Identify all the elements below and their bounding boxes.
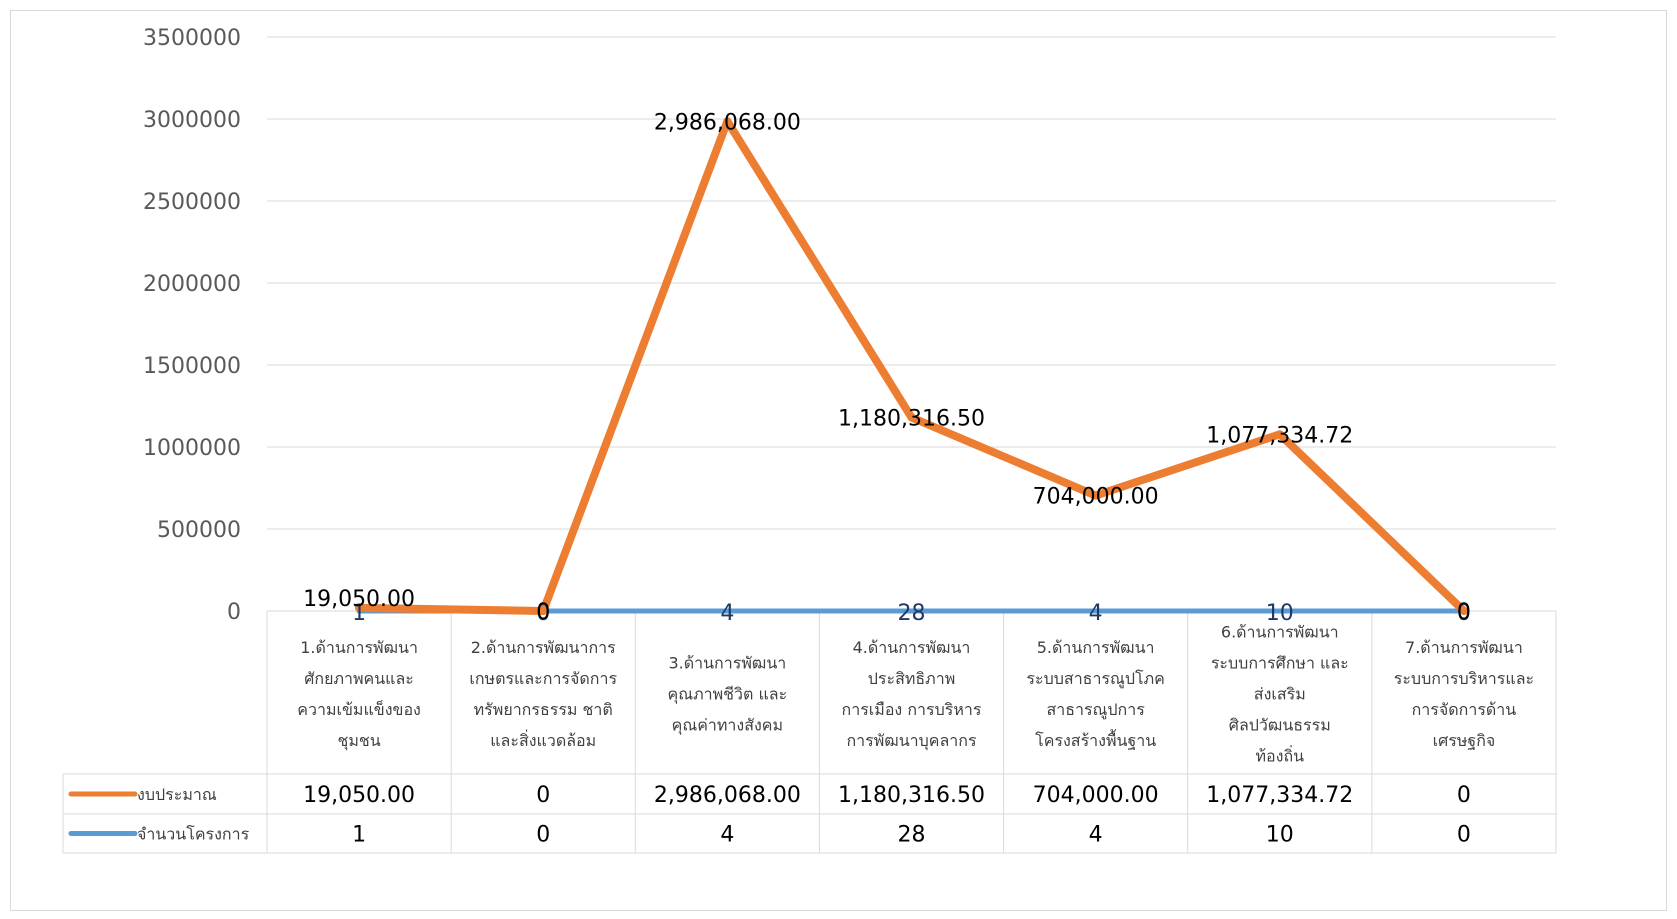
y-tick-label: 1500000 [143, 354, 241, 379]
data-point [1277, 608, 1283, 614]
data-point [1275, 430, 1284, 439]
table-cell: 19,050.00 [303, 783, 415, 808]
table-cell: 10 [1266, 823, 1294, 848]
y-tick-label: 2500000 [143, 190, 241, 215]
legend-label: จำนวนโครงการ [137, 825, 250, 844]
data-labels: 1 0 4 28 4 10 019,050.0002,986,068.001,180,316… [303, 110, 1471, 626]
data-label: 0 [536, 600, 550, 625]
table-cell: 0 [536, 823, 550, 848]
data-label: 0 [536, 601, 550, 626]
data-label: 2,986,068.00 [654, 110, 801, 135]
data-label: 4 [1089, 601, 1103, 626]
category-label: 7.ด้านการพัฒนาระบบการบริหารและการจัดการด… [1394, 638, 1534, 750]
data-point [909, 608, 914, 614]
data-point [1091, 491, 1100, 500]
legend-label: งบประมาณ [137, 785, 217, 804]
y-tick-label: 3500000 [143, 26, 241, 51]
data-label: 1,077,334.72 [1206, 423, 1353, 448]
gridlines [267, 36, 1556, 530]
data-label: 0 [1457, 601, 1471, 626]
series-line-0 [355, 117, 1468, 615]
category-label: 2.ด้านการพัฒนาการเกษตรและการจัดการทรัพยา… [469, 638, 617, 750]
category-label: 3.ด้านการพัฒนาคุณภาพชีวิต และคุณค่าทางสั… [668, 653, 788, 735]
table-cell: 4 [720, 823, 734, 848]
data-point [1093, 608, 1099, 614]
data-label: 19,050.00 [303, 587, 415, 612]
data-point [1459, 607, 1468, 615]
table-cell: 0 [536, 783, 550, 808]
data-label: 704,000.00 [1033, 485, 1159, 510]
y-tick-label: 500000 [157, 518, 241, 543]
data-point [539, 607, 548, 615]
data-label: 0 [1457, 600, 1471, 625]
table-cell: 0 [1457, 783, 1471, 808]
table-cell: 28 [898, 823, 926, 848]
data-table: งบประมาณ 19,050.00 0 2,986,068.00 1,180,316.… [62, 610, 1557, 854]
y-tick-label: 0 [227, 600, 241, 625]
data-point [355, 603, 364, 612]
series-lines [355, 117, 1468, 615]
y-axis-ticks: 0 500000 1000000 1500000 2000000 2500000 30000… [143, 26, 241, 625]
data-point [907, 413, 916, 422]
chart-svg: 0500000100000015000002000000250000030000… [62, 26, 1557, 854]
chart-frame: 0 500000 1000000 1500000 2000000 2500000 30000… [10, 10, 1667, 911]
table-cell: 0 [1457, 823, 1471, 848]
category-label: 1.ด้านการพัฒนาศักยภาพคนและความเข้มแข็งขอ… [297, 638, 421, 751]
data-label: 4 [720, 601, 734, 626]
table-cell: 1,180,316.50 [838, 783, 985, 808]
table-cell: 4 [1089, 823, 1103, 848]
data-label: 10 [1266, 601, 1294, 626]
category-label: 5.ด้านการพัฒนาระบบสาธารณูปโภคสาธารณูปการ… [1026, 638, 1164, 750]
table-cell: 704,000.00 [1033, 783, 1159, 808]
y-tick-label: 1000000 [143, 436, 241, 461]
category-label: 4.ด้านการพัฒนาประสิทธิภาพการเมือง การบริ… [842, 638, 982, 751]
y-tick-label: 2000000 [143, 272, 241, 297]
data-point [724, 608, 730, 614]
data-label: 28 [898, 601, 926, 626]
table-cell: 2,986,068.00 [654, 783, 801, 808]
category-label: 6.ด้านการพัฒนาระบบการศึกษา และส่งเสริมศิ… [1211, 622, 1349, 765]
data-label: 1,180,316.50 [838, 406, 985, 431]
y-tick-label: 3000000 [143, 108, 241, 133]
data-label: 1 [352, 601, 366, 626]
table-cell: 1,077,334.72 [1206, 783, 1353, 808]
category-labels: 1.ด้านการพัฒนาศักยภาพคนและความเข้มแข็งขอ… [297, 622, 1534, 765]
table-cell: 1 [352, 823, 366, 848]
data-point [723, 117, 732, 126]
